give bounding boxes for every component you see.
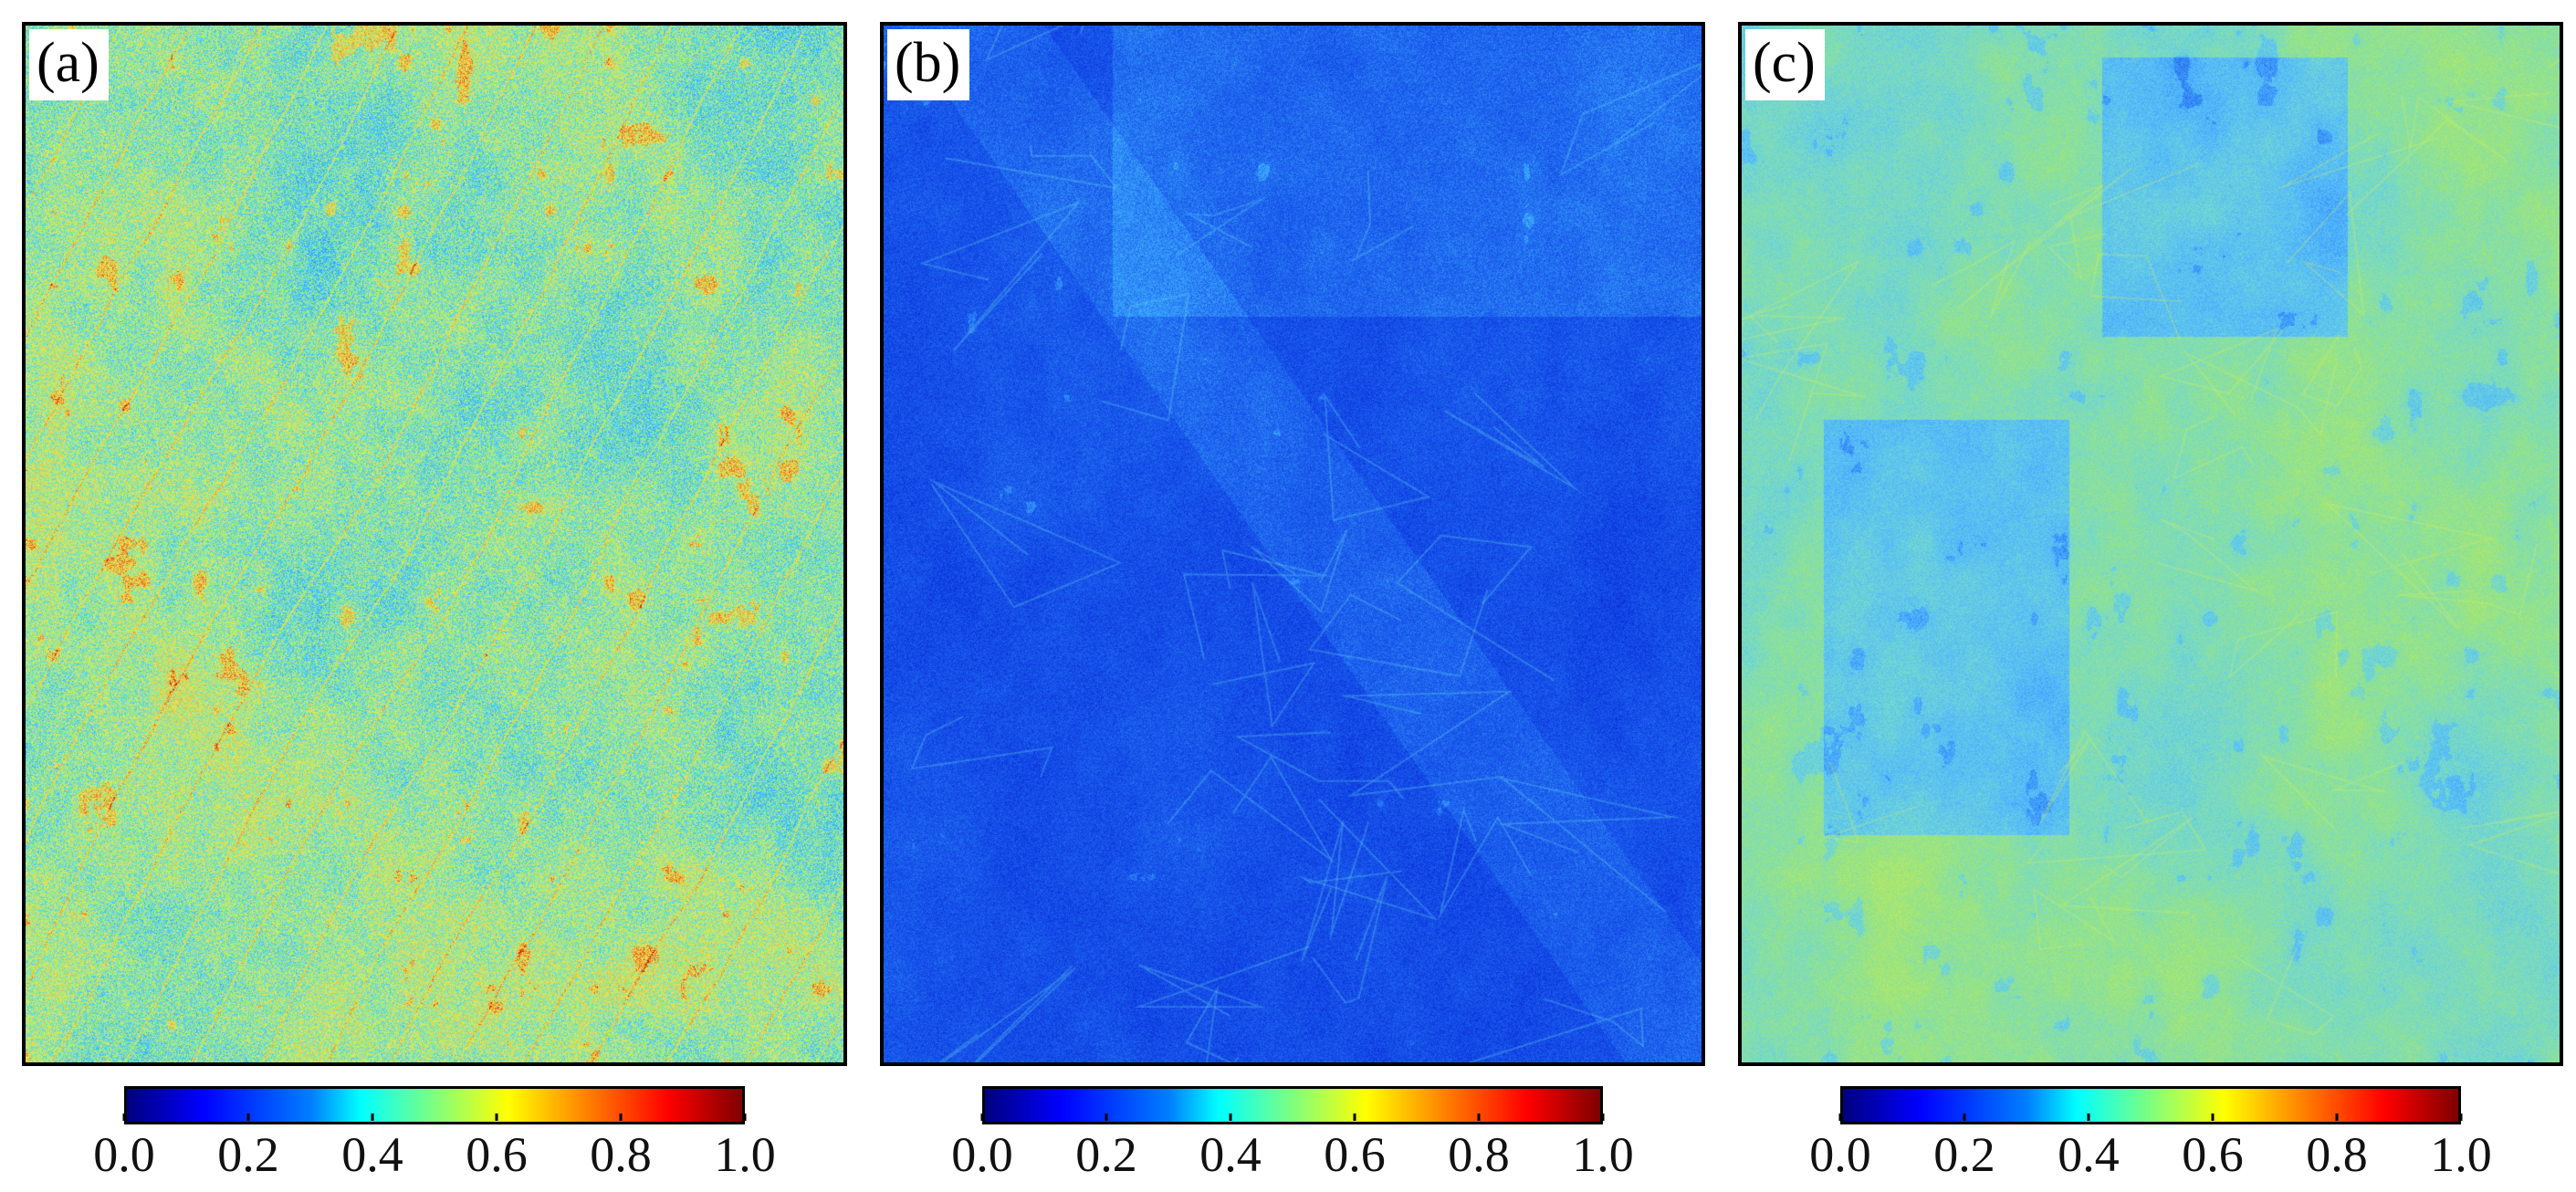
tick-label: 0.6: [1324, 1127, 1386, 1182]
tick-label: 0.6: [466, 1127, 528, 1182]
tick-label: 0.4: [2058, 1127, 2120, 1182]
heatmap-c: [1742, 26, 2560, 1062]
panel-label-c: (c): [1745, 29, 1825, 100]
panel-label-b: (b): [887, 29, 970, 100]
tick-label: 0.0: [951, 1127, 1013, 1182]
tick-label: 1.0: [714, 1127, 776, 1182]
tick-label: 0.6: [2182, 1127, 2244, 1182]
heatmap-a: [26, 26, 843, 1062]
heatmap-b: [884, 26, 1702, 1062]
tick-label: 0.4: [1199, 1127, 1262, 1182]
tick-label: 0.8: [2306, 1127, 2368, 1182]
panel-label-a: (a): [29, 29, 109, 100]
panel-c: (c): [1738, 22, 2563, 1066]
tick-label: 0.8: [1448, 1127, 1510, 1182]
colorbar-ticks-a: 0.0 0.2 0.4 0.6 0.8 1.0: [93, 1114, 776, 1187]
colorbar-ticks-b: 0.0 0.2 0.4 0.6 0.8 1.0: [951, 1114, 1634, 1187]
colorbar-a: [124, 1086, 745, 1124]
tick-label: 0.2: [217, 1127, 279, 1182]
tick-label: 0.2: [1075, 1127, 1137, 1182]
tick-label: 1.0: [2430, 1127, 2492, 1182]
tick-label: 0.2: [1933, 1127, 1995, 1182]
panel-b: (b): [880, 22, 1705, 1066]
tick-label: 0.0: [1809, 1127, 1871, 1182]
tick-label: 0.0: [93, 1127, 155, 1182]
colorbar-b: [982, 1086, 1603, 1124]
tick-label: 0.4: [341, 1127, 403, 1182]
tick-label: 0.8: [590, 1127, 652, 1182]
colorbar-c: [1840, 1086, 2461, 1124]
panel-a: (a): [22, 22, 847, 1066]
tick-label: 1.0: [1572, 1127, 1634, 1182]
colorbar-ticks-c: 0.0 0.2 0.4 0.6 0.8 1.0: [1809, 1114, 2492, 1187]
